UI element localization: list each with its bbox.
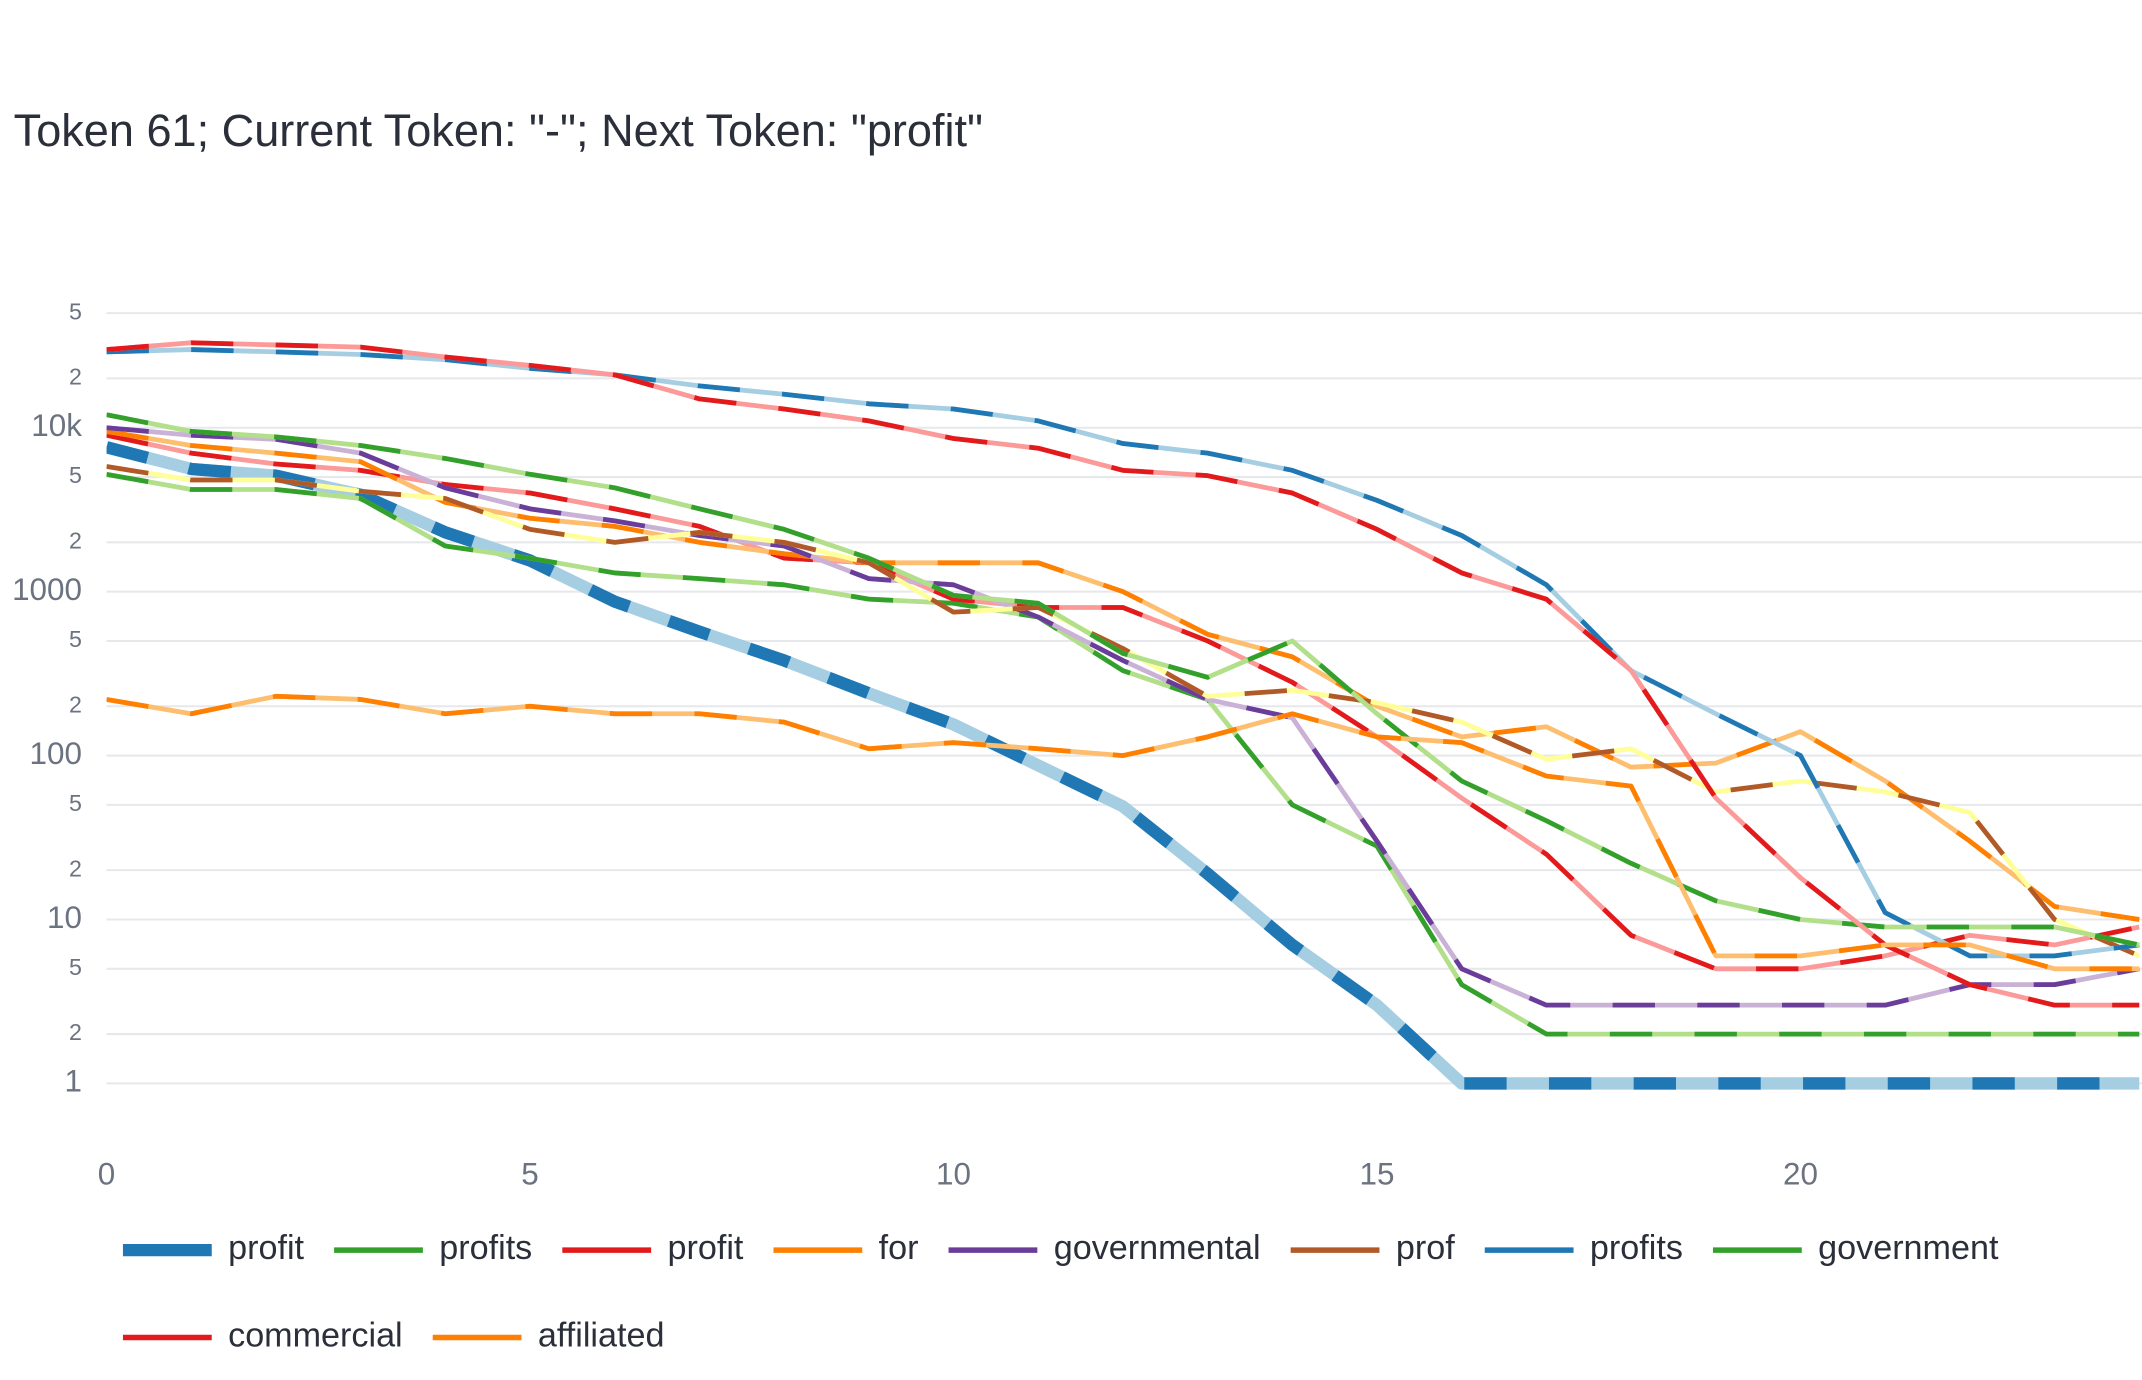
axes: 1 2 5 10 2 5 100 2 5 1000 2 5 10k 2 5 0 5 10 15 20: [12, 298, 1818, 1191]
legend-label: government: [1818, 1229, 1999, 1267]
legend-label: prof: [1396, 1229, 1455, 1267]
legend: profit profits profit for governmental prof pr…: [122, 1229, 1999, 1355]
y-tick-label: 2: [69, 1019, 82, 1045]
legend-label: profits: [439, 1229, 532, 1267]
series-line-dash: [106, 441, 2140, 1090]
series-line-dash: [106, 425, 2140, 1008]
y-tick-label: 5: [69, 790, 82, 816]
x-tick-label: 20: [1783, 1157, 1818, 1192]
x-tick-label: 10: [936, 1157, 971, 1192]
y-tick-label: 2: [69, 364, 82, 390]
series-line: [106, 429, 2140, 922]
y-tick-label: 1000: [12, 572, 82, 607]
y-tick-label: 100: [30, 736, 82, 771]
series-line-dash: [106, 693, 2140, 972]
y-tick-label: 1: [64, 1064, 81, 1099]
y-tick-label: 5: [69, 462, 82, 488]
grid: [106, 312, 2142, 1085]
legend-label: profit: [668, 1229, 744, 1267]
y-tick-label: 2: [69, 527, 82, 553]
x-tick-label: 0: [98, 1157, 115, 1192]
x-tick-label: 15: [1360, 1157, 1395, 1192]
legend-label: for: [879, 1229, 919, 1267]
series-line-dash: [106, 471, 2140, 1037]
legend-label: affiliated: [538, 1317, 665, 1355]
y-tick-label: 2: [69, 855, 82, 881]
plot-area: [106, 340, 2141, 1090]
y-tick-label: 5: [69, 298, 82, 324]
series-line-dash: [106, 340, 2140, 1008]
y-tick-label: 10: [47, 900, 82, 935]
series-line-dash: [106, 429, 2140, 922]
legend-label: profits: [1590, 1229, 1683, 1267]
y-tick-label: 5: [69, 626, 82, 652]
series-line-dash: [106, 347, 2140, 959]
y-tick-label: 10k: [31, 408, 82, 443]
chart-title: Token 61; Current Token: "-"; Next Token…: [14, 105, 983, 156]
series-line-dash: [106, 464, 2141, 959]
y-tick-label: 5: [69, 954, 82, 980]
legend-label: governmental: [1054, 1229, 1261, 1267]
series-line-dash: [106, 412, 2140, 948]
legend-label: commercial: [228, 1317, 403, 1355]
legend-label: profit: [228, 1229, 304, 1267]
y-tick-label: 2: [69, 691, 82, 717]
series-line-dash: [106, 432, 2140, 972]
series-line: [106, 693, 2140, 972]
x-tick-label: 5: [521, 1157, 538, 1192]
series-line: [106, 464, 2141, 959]
